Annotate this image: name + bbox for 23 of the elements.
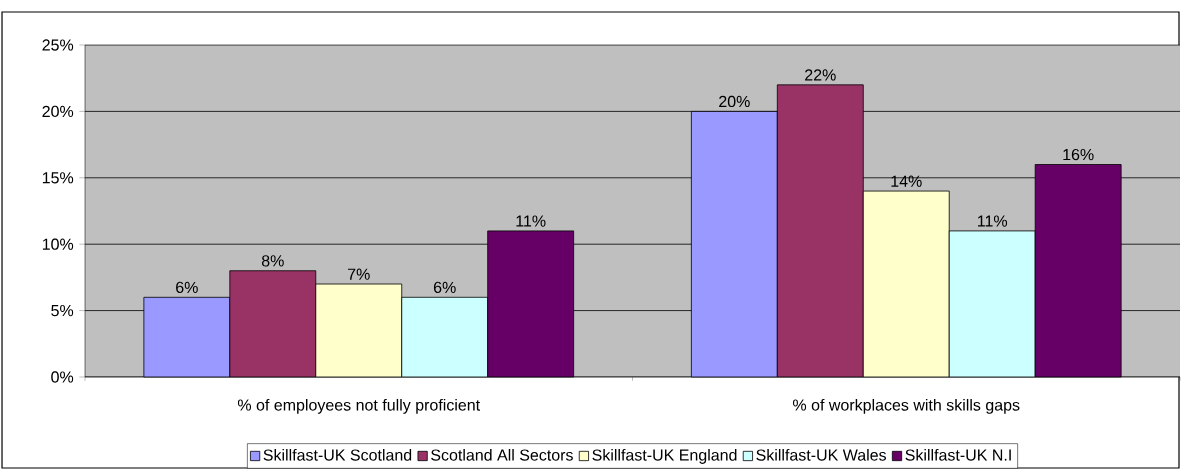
x-tick-label: % of employees not fully proficient — [237, 398, 480, 414]
legend-label: Skillfast-UK England — [592, 448, 737, 464]
legend-label: Skillfast-UK N.I — [905, 448, 1011, 461]
legend-label: Skillfast-UK Wales — [756, 448, 887, 461]
legend-label: Skillfast-UK Scotland — [263, 448, 412, 461]
data-label: 8% — [261, 255, 284, 267]
y-tick-label: 0% — [51, 371, 74, 383]
data-label: 6% — [176, 281, 198, 294]
y-tick-label: 5% — [51, 304, 74, 317]
data-label: 20% — [719, 95, 750, 108]
y-tick-label: 15% — [42, 172, 74, 184]
data-label: 6% — [433, 281, 456, 294]
data-label: 11% — [516, 215, 546, 227]
data-label: 11% — [978, 215, 1008, 227]
data-label: 16% — [1063, 148, 1094, 161]
y-tick-label: 25% — [42, 39, 74, 51]
data-label: 7% — [348, 268, 370, 280]
x-tick-label: % of workplaces with skills gaps — [793, 398, 1020, 414]
y-tick-label: 10% — [42, 238, 74, 250]
legend-label: Scotland All Sectors — [431, 448, 573, 461]
data-label: 14% — [891, 175, 922, 187]
data-label: 22% — [805, 69, 836, 81]
y-tick-label: 20% — [42, 105, 74, 118]
